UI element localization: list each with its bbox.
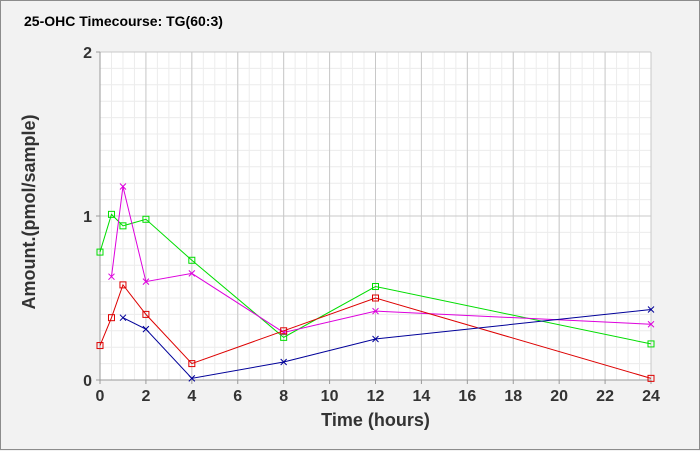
data-point <box>188 375 196 382</box>
series-4 <box>119 306 655 382</box>
x-tick-label: 16 <box>458 388 476 405</box>
data-point <box>119 222 127 230</box>
series-2 <box>108 183 655 336</box>
chart-title: 25-OHC Timecourse: TG(60:3) <box>24 13 223 29</box>
data-point <box>280 333 288 341</box>
x-tick-label: 14 <box>413 388 431 405</box>
data-point <box>96 342 104 350</box>
series-line <box>99 213 652 345</box>
data-point <box>372 335 379 343</box>
series-3 <box>96 281 655 382</box>
series-1 <box>96 210 655 348</box>
data-point <box>188 256 196 264</box>
y-tick-labels: 0 1 2 <box>83 45 92 390</box>
x-tick-label: 24 <box>642 388 660 405</box>
x-tick-label: 2 <box>141 388 150 405</box>
data-point <box>372 294 379 302</box>
data-point <box>108 273 115 281</box>
x-tick-label: 8 <box>279 388 288 405</box>
data-point <box>119 183 127 190</box>
axes <box>96 51 652 384</box>
data-point <box>647 374 655 382</box>
data-point <box>188 360 196 368</box>
x-tick-label: 4 <box>187 388 196 405</box>
data-point <box>647 306 655 313</box>
data-point <box>96 248 104 256</box>
data-point <box>119 314 127 322</box>
y-tick-label: 0 <box>83 373 92 390</box>
y-axis-label: Amount.(pmol/sample) <box>19 114 39 309</box>
x-tick-label: 6 <box>233 388 242 405</box>
x-tick-label: 22 <box>596 388 614 405</box>
series-line <box>99 283 652 379</box>
x-tick-label: 18 <box>504 388 522 405</box>
data-point <box>372 283 379 291</box>
x-tick-label: 20 <box>550 388 568 405</box>
data-point <box>142 215 150 223</box>
data-point <box>280 358 288 366</box>
data-point <box>647 340 655 348</box>
data-point <box>107 314 115 322</box>
x-tick-labels: 0 2 4 6 8 10 12 14 16 18 20 22 24 <box>96 388 660 405</box>
x-axis-label: Time (hours) <box>321 410 430 430</box>
series-line <box>122 308 652 379</box>
data-point <box>280 327 288 335</box>
y-tick-label: 1 <box>83 209 92 226</box>
x-tick-label: 12 <box>367 388 385 405</box>
data-point <box>142 310 150 318</box>
data-point <box>142 325 150 333</box>
data-point <box>188 270 196 277</box>
data-point <box>372 307 379 315</box>
data-point <box>107 210 115 218</box>
x-tick-label: 0 <box>96 388 105 405</box>
data-point <box>119 281 127 289</box>
series-layer <box>96 183 655 382</box>
x-tick-label: 10 <box>321 388 339 405</box>
y-tick-label: 2 <box>83 45 92 62</box>
data-point <box>142 278 150 285</box>
data-point <box>647 320 655 328</box>
